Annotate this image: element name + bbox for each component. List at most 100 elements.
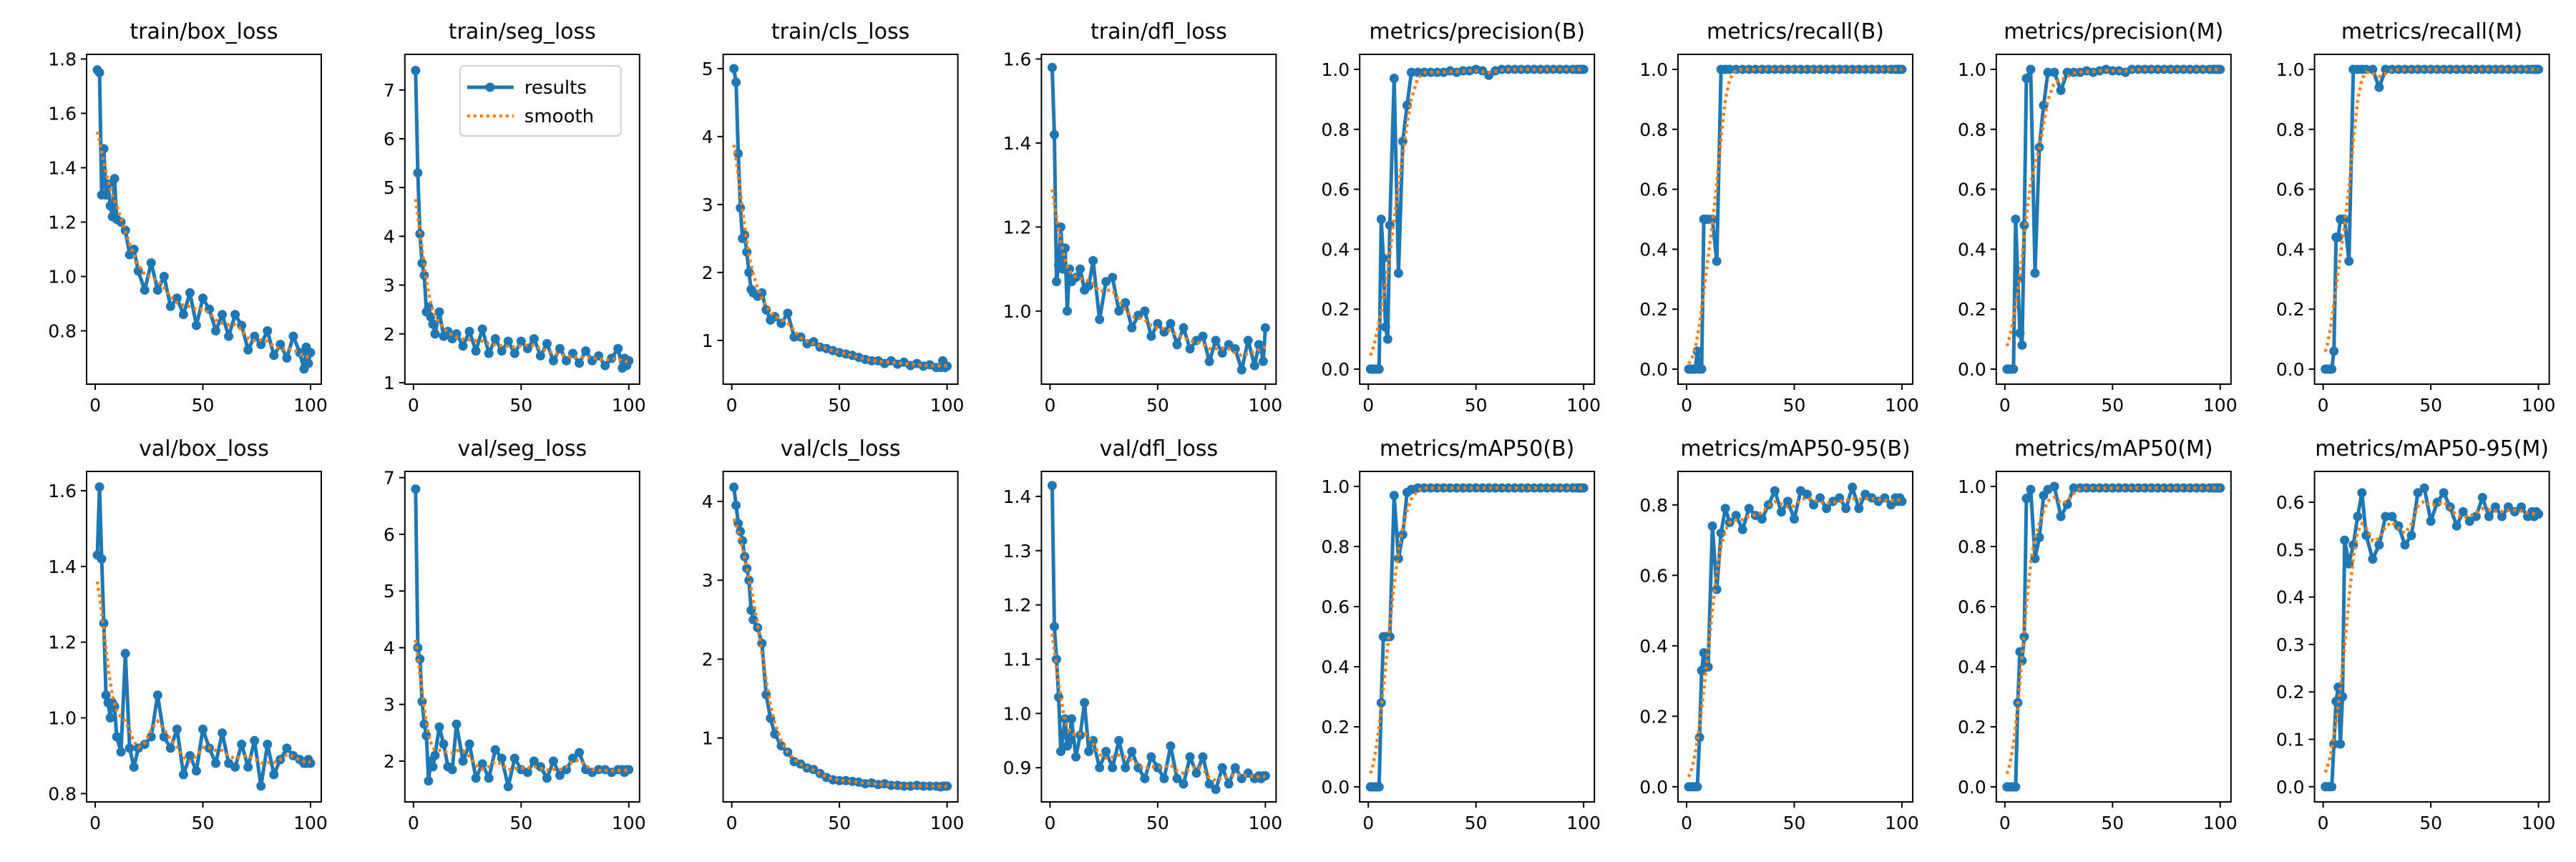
results-point [624,765,634,775]
plot-area [92,482,316,791]
results-point [1744,64,1754,74]
y-tick-label: 0.8 [48,321,77,342]
results-point [1378,253,1388,263]
results-point [1179,323,1189,333]
results-point [2333,232,2343,243]
results-point [1860,64,1870,74]
results-point [2477,492,2487,502]
legend: results smooth [459,65,622,137]
results-point [729,482,739,492]
y-tick-label: 1.0 [1958,59,1986,80]
results-point [116,217,126,227]
results-point [918,781,928,791]
results-point [1703,662,1713,672]
results-point [731,77,741,87]
x-tick-label: 50 [2419,395,2442,416]
subplot-metrics-precision-m-: metrics/precision(M) 0 50 100 0.0 0.2 0.4 0.6 0.… [1958,19,2238,416]
results-point [1478,483,1488,493]
y-tick-label: 0.4 [1639,239,1668,260]
y-tick-label: 3 [384,275,395,296]
results-point [1382,334,1392,344]
smooth-line [1369,486,1584,774]
results-point [2026,64,2036,74]
results-point [1075,264,1085,274]
y-tick-label: 1.0 [48,267,77,288]
results-point [2368,554,2378,564]
x-tick-label: 0 [89,395,101,416]
results-point [2327,364,2337,374]
results-point [1802,64,1813,74]
results-point [1114,735,1124,745]
y-tick-label: 1.6 [48,103,77,124]
y-tick-label: 0.8 [1958,537,1986,557]
results-point [1523,483,1533,493]
results-point [172,724,182,734]
y-tick-label: 1.0 [1958,476,1986,497]
smooth-line [414,640,629,773]
x-tick-label: 100 [2522,395,2556,416]
y-tick-label: 1.0 [1003,703,1032,724]
results-point [1095,763,1105,773]
results-point [1529,483,1539,493]
y-tick-label: 1.0 [1321,59,1350,80]
subplot-metrics-map50-m-: metrics/mAP50(M) 0 50 100 0.0 0.2 0.4 0.6 0.8 1.0 [1958,436,2238,833]
results-point [2464,516,2474,526]
x-tick-label: 0 [1681,813,1692,833]
y-tick-label: 0.8 [1639,119,1668,140]
results-point [306,758,316,768]
results-point [159,272,169,282]
results-point [1166,318,1176,328]
y-tick-label: 2 [384,751,395,772]
subplot-title: val/dfl_loss [1100,436,1218,461]
smooth-line [2005,486,2220,775]
axes-frame [404,471,640,803]
results-point [1731,511,1741,521]
axes-frame [1677,471,1913,803]
x-tick-label: 50 [828,813,851,833]
y-tick-label: 0.6 [1321,180,1350,200]
subplot-train-dfl-loss: train/dfl_loss 0 50 100 1.0 1.2 1.4 1.6 [1003,19,1283,416]
results-point [2400,540,2410,550]
results-point [2516,64,2526,74]
results-point [1249,361,1259,371]
results-point [1049,129,1059,139]
y-tick-label: 5 [384,177,395,198]
results-point [1776,64,1786,74]
results-point [1796,64,1806,74]
results-point [1770,64,1780,74]
results-point [2381,64,2391,74]
results-point [2344,256,2354,266]
results-point [1776,507,1786,517]
results-point [1389,74,1399,84]
subplot-metrics-recall-m-: metrics/recall(M) 0 50 100 0.0 0.2 0.4 0.6 0.8 1.… [2276,19,2556,416]
results-point [1854,504,1864,514]
results-point [1236,365,1246,375]
y-tick-label: 0.0 [1321,359,1350,380]
results-point [2034,532,2044,542]
results-point [1217,348,1227,358]
results-point [2329,346,2339,356]
results-point [1127,746,1137,756]
plot-area [729,482,952,792]
results-line [2006,67,2220,371]
results-point [105,713,115,723]
results-point [464,739,474,749]
results-point [1692,346,1702,356]
results-point [178,310,188,320]
results-point [1419,483,1429,493]
x-tick-label: 0 [726,813,738,833]
y-tick-label: 1.2 [1003,595,1032,616]
results-point [1789,64,1799,74]
results-point [1211,785,1221,795]
results-point [105,201,115,211]
results-point [165,301,175,311]
x-tick-label: 100 [1885,395,1919,416]
results-point [1153,763,1163,773]
results-point [2413,488,2423,498]
results-point [269,351,279,361]
results-point [125,743,135,753]
subplot-val-box-loss: val/box_loss 0 50 100 0.8 1.0 1.2 1.4 1.6 [48,436,328,833]
results-point [185,288,195,298]
results-point [886,780,896,790]
y-tick-label: 0.0 [1321,777,1350,798]
